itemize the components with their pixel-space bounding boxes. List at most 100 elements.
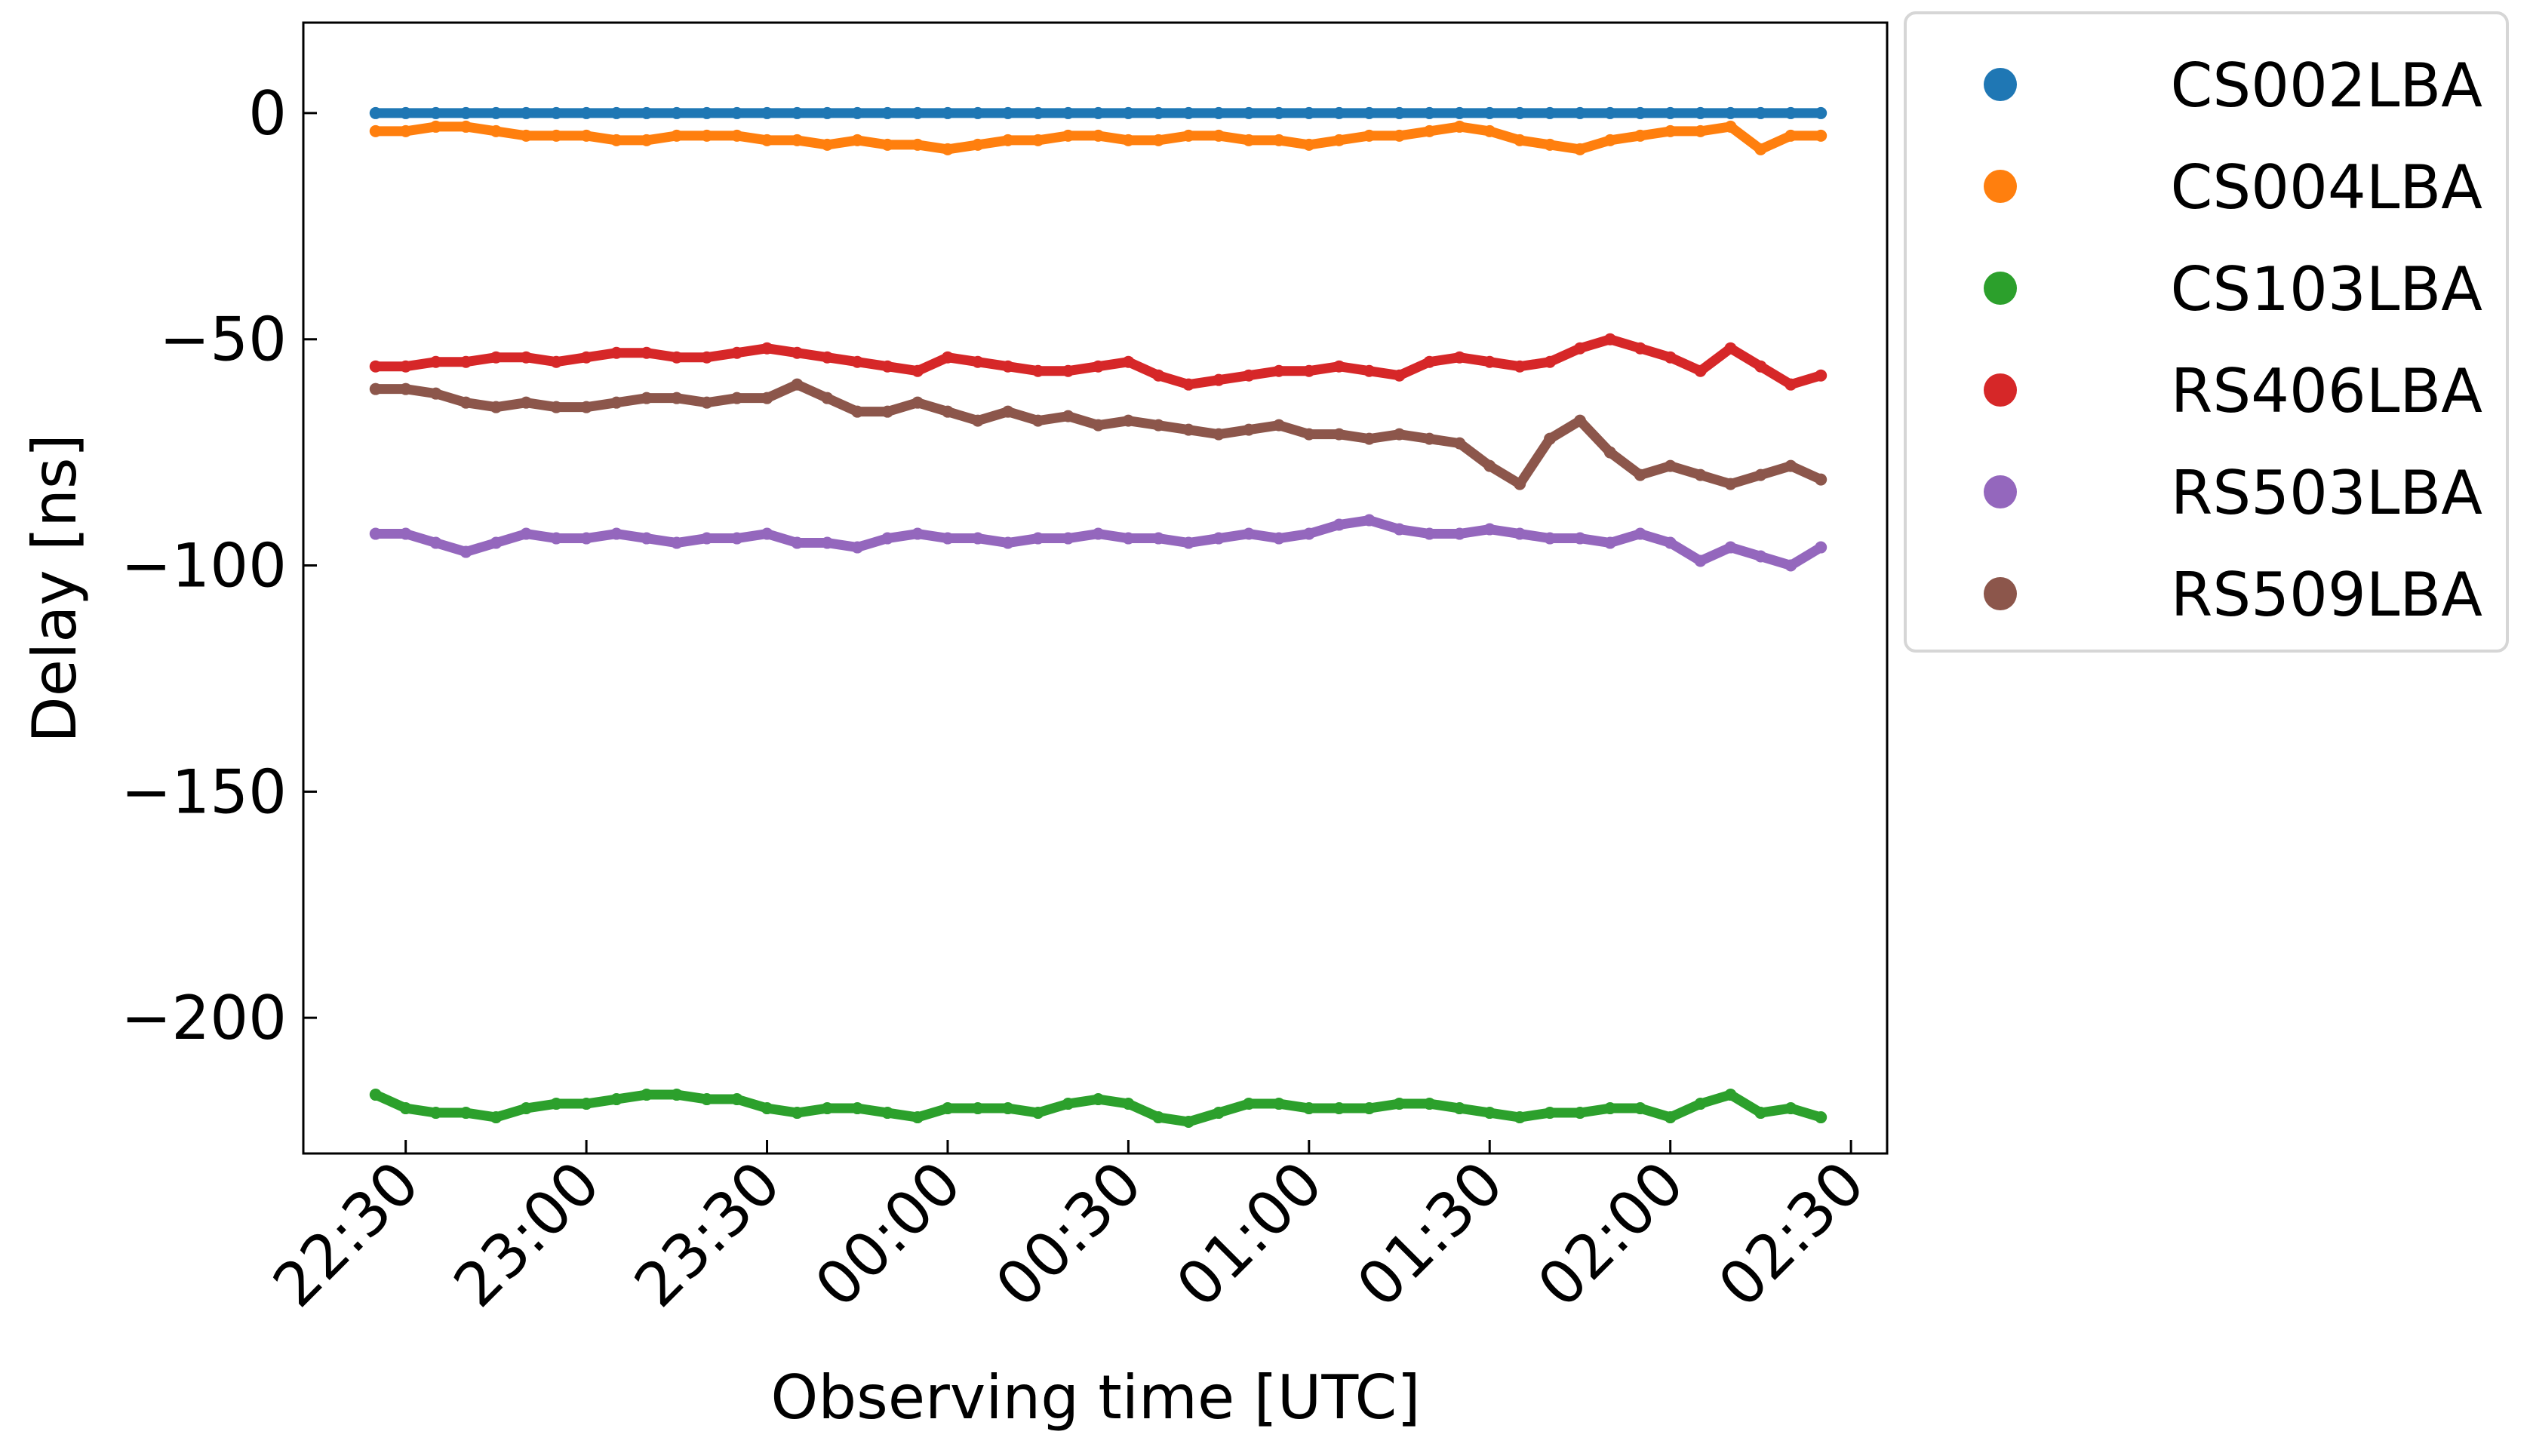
data-point (1514, 134, 1526, 146)
data-point (1302, 364, 1315, 377)
data-point (1272, 106, 1285, 119)
data-point (1694, 468, 1707, 481)
data-point (971, 1102, 984, 1115)
data-point (520, 1102, 533, 1115)
data-point (460, 355, 472, 368)
data-point (1694, 554, 1707, 567)
series-CS103LBA (369, 1089, 1828, 1129)
data-point (1092, 419, 1105, 432)
data-point (1483, 106, 1496, 119)
data-point (1213, 373, 1225, 386)
data-point (1544, 106, 1557, 119)
data-point (429, 536, 442, 549)
x-tick-label: 01:00 (1163, 1148, 1336, 1321)
data-point (761, 1102, 773, 1115)
data-point (730, 346, 743, 359)
data-point (1514, 360, 1526, 373)
data-point (1182, 378, 1195, 391)
data-point (520, 527, 533, 540)
data-point (700, 1093, 713, 1106)
data-point (971, 414, 984, 427)
data-point (1603, 134, 1616, 146)
data-point (881, 405, 894, 418)
data-point (1213, 428, 1225, 441)
data-point (1784, 106, 1797, 119)
data-point (520, 106, 533, 119)
data-point (971, 106, 984, 119)
data-point (1724, 541, 1737, 554)
data-point (1815, 129, 1828, 142)
data-point (1272, 532, 1285, 545)
data-point (1152, 106, 1165, 119)
data-point (1815, 369, 1828, 382)
data-point (1754, 468, 1767, 481)
data-point (911, 138, 924, 151)
data-point (1272, 364, 1285, 377)
data-point (369, 360, 382, 373)
y-tick-label: −200 (121, 983, 287, 1053)
data-point (971, 138, 984, 151)
data-point (1724, 106, 1737, 119)
data-point (1784, 1102, 1797, 1115)
data-point (1784, 559, 1797, 572)
x-tick-label: 01:30 (1344, 1148, 1517, 1321)
data-point (429, 387, 442, 400)
x-axis-label: Observing time [UTC] (770, 1362, 1420, 1433)
data-point (1302, 138, 1315, 151)
data-point (821, 1102, 834, 1115)
data-point (971, 355, 984, 368)
data-point (550, 1098, 563, 1110)
data-point (1363, 106, 1376, 119)
data-point (1363, 1102, 1376, 1115)
data-point (1634, 468, 1646, 481)
legend-item: CS002LBA (1984, 51, 2482, 121)
series-RS503LBA (369, 514, 1828, 572)
data-point (1062, 129, 1074, 142)
data-point (1213, 1107, 1225, 1120)
data-point (911, 527, 924, 540)
data-point (550, 106, 563, 119)
data-point (1092, 1093, 1105, 1106)
data-point (490, 106, 503, 119)
x-tick-label: 23:00 (441, 1148, 613, 1321)
legend-item: RS509LBA (1984, 560, 2482, 630)
data-point (1514, 527, 1526, 540)
data-point (1544, 355, 1557, 368)
data-point (700, 129, 713, 142)
data-point (1664, 124, 1677, 137)
data-point (1302, 1102, 1315, 1115)
data-point (881, 138, 894, 151)
y-axis-label: Delay [ns] (20, 434, 90, 743)
x-tick-label: 02:30 (1705, 1148, 1878, 1321)
data-point (460, 396, 472, 409)
data-point (941, 351, 954, 364)
data-point (1603, 536, 1616, 549)
data-point (610, 1093, 623, 1106)
data-point (460, 106, 472, 119)
data-point (821, 392, 834, 404)
data-point (700, 532, 713, 545)
data-point (1243, 106, 1256, 119)
data-point (1122, 134, 1135, 146)
data-point (490, 401, 503, 413)
data-point (520, 129, 533, 142)
data-point (550, 532, 563, 545)
data-point (941, 1102, 954, 1115)
data-point (791, 106, 804, 119)
data-point (1634, 106, 1646, 119)
data-point (670, 392, 683, 404)
plot-frame (302, 21, 1889, 1155)
data-point (1453, 437, 1466, 450)
data-point (1514, 478, 1526, 490)
data-point (1634, 527, 1646, 540)
legend-marker (1984, 373, 2017, 407)
series-RS406LBA (369, 333, 1828, 391)
data-point (640, 346, 653, 359)
data-point (670, 536, 683, 549)
data-point (670, 129, 683, 142)
data-point (1092, 106, 1105, 119)
data-point (1122, 106, 1135, 119)
data-point (911, 1111, 924, 1124)
data-point (1784, 129, 1797, 142)
data-point (1573, 414, 1586, 427)
